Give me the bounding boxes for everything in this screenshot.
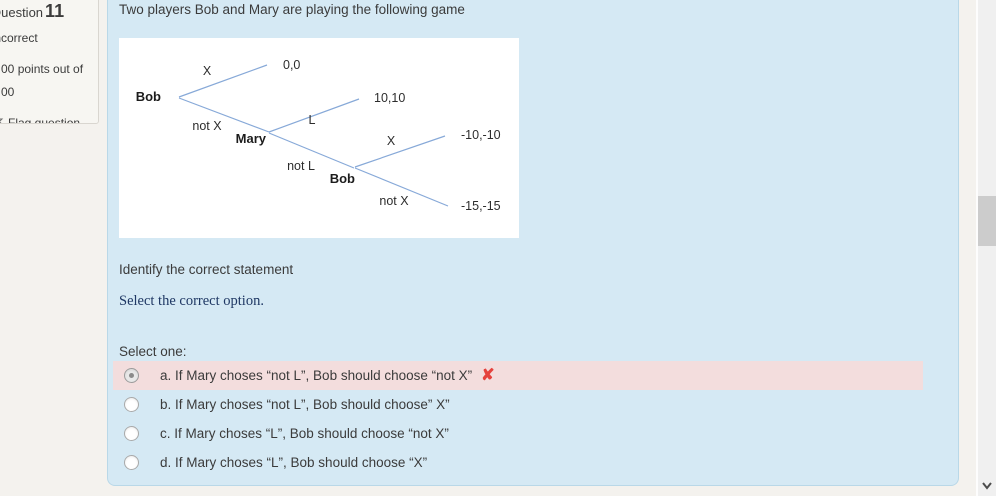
- scrollbar-gap: [976, 0, 978, 496]
- game-tree-image: Bob X 0,0 not X Mary L 10,10 not L Bob X…: [119, 38, 519, 238]
- game-tree-svg: Bob X 0,0 not X Mary L 10,10 not L Bob X…: [136, 58, 501, 213]
- branch-l-label: L: [309, 113, 316, 127]
- branch-x1-line: [178, 64, 268, 98]
- option-a-label[interactable]: a. If Mary choses “not L”, Bob should ch…: [160, 368, 473, 383]
- payoff-10-10: 10,10: [374, 91, 405, 105]
- branch-x2-label: X: [387, 134, 396, 148]
- option-row-a[interactable]: a. If Mary choses “not L”, Bob should ch…: [113, 361, 923, 390]
- flag-icon: [0, 118, 4, 123]
- radio-option-b[interactable]: [124, 397, 139, 412]
- branch-notx2-line: [354, 167, 449, 207]
- branch-notl-label: not L: [287, 159, 315, 173]
- payoff-neg10-neg10: -10,-10: [461, 128, 501, 142]
- question-grade: 1.00 points out of 1.00: [0, 62, 84, 99]
- payoff-0-0: 0,0: [283, 58, 300, 72]
- question-info-box: Question11 Incorrect 1.00 points out of …: [0, 0, 99, 124]
- scrollbar-track[interactable]: [978, 0, 996, 496]
- question-title: Question11: [0, 1, 90, 22]
- select-one-label: Select one:: [119, 344, 187, 359]
- question-state: Incorrect: [0, 31, 38, 45]
- flag-question-label[interactable]: Flag question: [8, 116, 81, 124]
- branch-l-line: [268, 98, 360, 133]
- instruction-text: Select the correct option.: [119, 293, 264, 309]
- option-d-label[interactable]: d. If Mary choses “L”, Bob should choose…: [160, 455, 428, 470]
- branch-notx1-label: not X: [192, 119, 222, 133]
- question-label: Question: [0, 5, 44, 20]
- node-bob-root: Bob: [136, 89, 161, 104]
- incorrect-mark-icon: ✘: [481, 366, 495, 384]
- option-b-label[interactable]: b. If Mary choses “not L”, Bob should ch…: [160, 397, 450, 412]
- branch-notx2-label: not X: [379, 194, 409, 208]
- branch-x2-line: [354, 135, 446, 168]
- option-c-label[interactable]: c. If Mary choses “L”, Bob should choose…: [160, 426, 449, 441]
- scroll-down-arrow[interactable]: [981, 480, 993, 492]
- question-prompt: Two players Bob and Mary are playing the…: [119, 2, 465, 17]
- node-mary: Mary: [236, 131, 267, 146]
- question-number: 11: [45, 1, 65, 21]
- radio-option-d[interactable]: [124, 455, 139, 470]
- radio-option-c[interactable]: [124, 426, 139, 441]
- payoff-neg15-neg15: -15,-15: [461, 199, 501, 213]
- node-bob2: Bob: [330, 171, 355, 186]
- option-row-d[interactable]: d. If Mary choses “L”, Bob should choose…: [113, 448, 923, 477]
- flag-question[interactable]: Flag question: [0, 116, 90, 124]
- option-row-b[interactable]: b. If Mary choses “not L”, Bob should ch…: [113, 390, 923, 419]
- branch-notx1-line: [178, 97, 270, 133]
- branch-x1-label: X: [203, 64, 212, 78]
- branch-notl-line: [268, 132, 355, 169]
- answer-options: a. If Mary choses “not L”, Bob should ch…: [113, 361, 923, 477]
- identify-statement-text: Identify the correct statement: [119, 262, 294, 277]
- scrollbar-thumb[interactable]: [978, 196, 996, 246]
- radio-option-a[interactable]: [124, 368, 139, 383]
- option-row-c[interactable]: c. If Mary choses “L”, Bob should choose…: [113, 419, 923, 448]
